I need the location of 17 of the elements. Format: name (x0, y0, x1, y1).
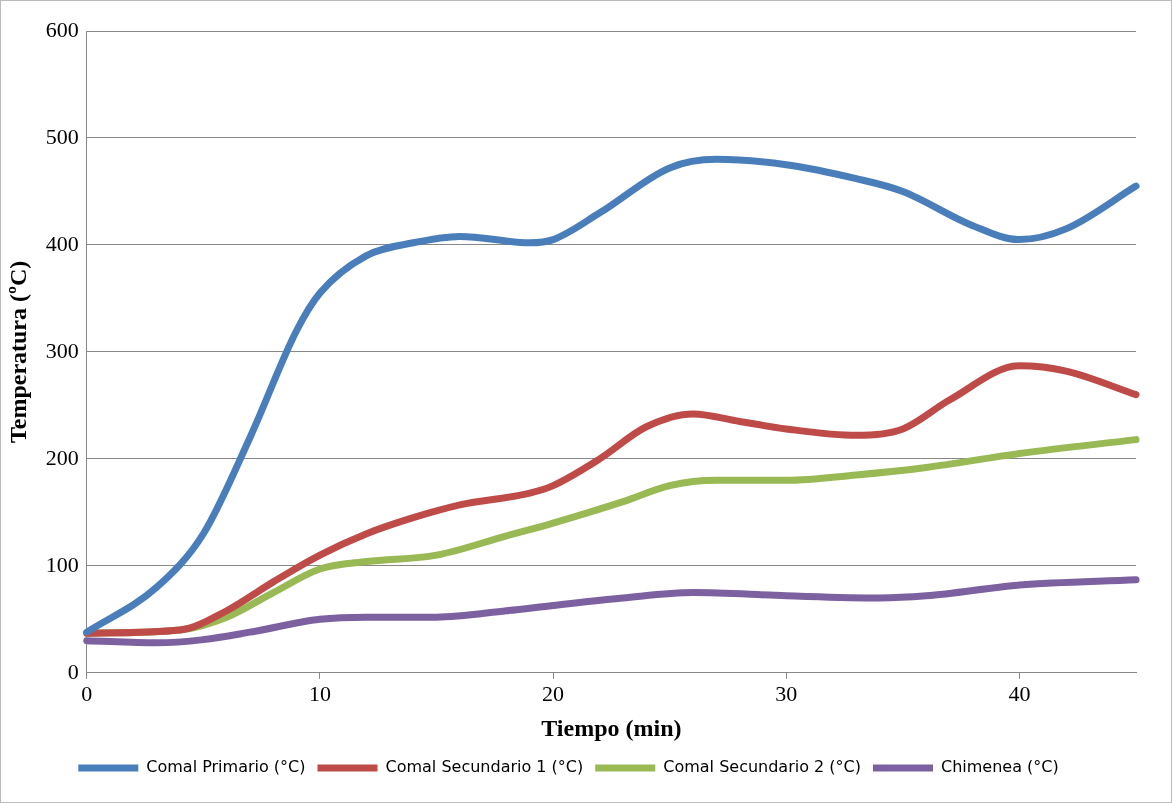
x-axis-title: Tiempo (min) (541, 714, 682, 741)
y-axis-title: Temperatura (ºC) (4, 260, 31, 444)
y-tick-label: 400 (45, 230, 79, 256)
legend-label: Comal Primario (°C) (146, 757, 306, 777)
y-tick-label: 500 (45, 123, 79, 149)
y-tick-label: 600 (45, 16, 79, 42)
legend-label: Comal Secundario 2 (°C) (663, 757, 861, 777)
x-tick-label: 10 (308, 680, 331, 706)
x-tick-label: 30 (775, 680, 798, 706)
y-tick-label: 100 (45, 551, 79, 577)
legend-label: Comal Secundario 1 (°C) (385, 757, 584, 777)
x-tick-label: 40 (1008, 680, 1031, 706)
y-tick-label: 300 (45, 337, 79, 363)
y-tick-label: 0 (67, 658, 79, 684)
y-tick-label: 200 (45, 444, 79, 470)
x-tick-label: 20 (542, 680, 565, 706)
legend-label: Chimenea (°C) (940, 757, 1059, 777)
